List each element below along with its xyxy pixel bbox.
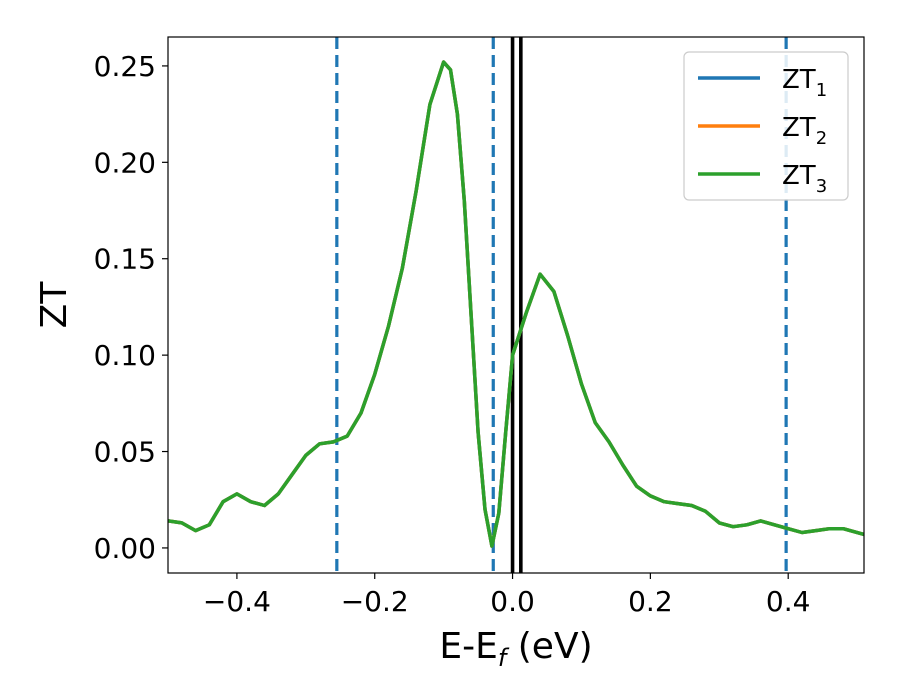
x-tick-label: −0.2 bbox=[341, 585, 409, 618]
y-tick-label: 0.15 bbox=[94, 243, 156, 276]
x-tick-label: 0.4 bbox=[766, 585, 811, 618]
y-axis-label: ZT bbox=[34, 281, 75, 329]
x-tick-label: 0.0 bbox=[490, 585, 535, 618]
y-tick-label: 0.00 bbox=[94, 532, 156, 565]
legend: ZT1 ZT2 ZT3 bbox=[683, 51, 849, 201]
y-axis: 0.00 0.05 0.10 0.15 0.20 0.25 bbox=[94, 50, 168, 565]
x-tick-label: −0.4 bbox=[203, 585, 271, 618]
y-tick-label: 0.10 bbox=[94, 339, 156, 372]
legend-box bbox=[683, 51, 849, 201]
y-tick-label: 0.05 bbox=[94, 436, 156, 469]
legend-label-zt1: ZT1 bbox=[782, 65, 827, 101]
x-axis-label: E-Ef (eV) bbox=[439, 626, 592, 672]
legend-label-zt2: ZT2 bbox=[782, 113, 827, 149]
x-tick-label: 0.2 bbox=[628, 585, 673, 618]
legend-label-zt3: ZT3 bbox=[782, 161, 827, 197]
y-tick-label: 0.20 bbox=[94, 146, 156, 179]
plot-area bbox=[168, 37, 864, 573]
x-axis: −0.4 −0.2 0.0 0.2 0.4 bbox=[203, 573, 811, 618]
y-tick-label: 0.25 bbox=[94, 50, 156, 83]
axes-frame bbox=[167, 36, 865, 574]
series-line-zt3 bbox=[168, 60, 864, 548]
